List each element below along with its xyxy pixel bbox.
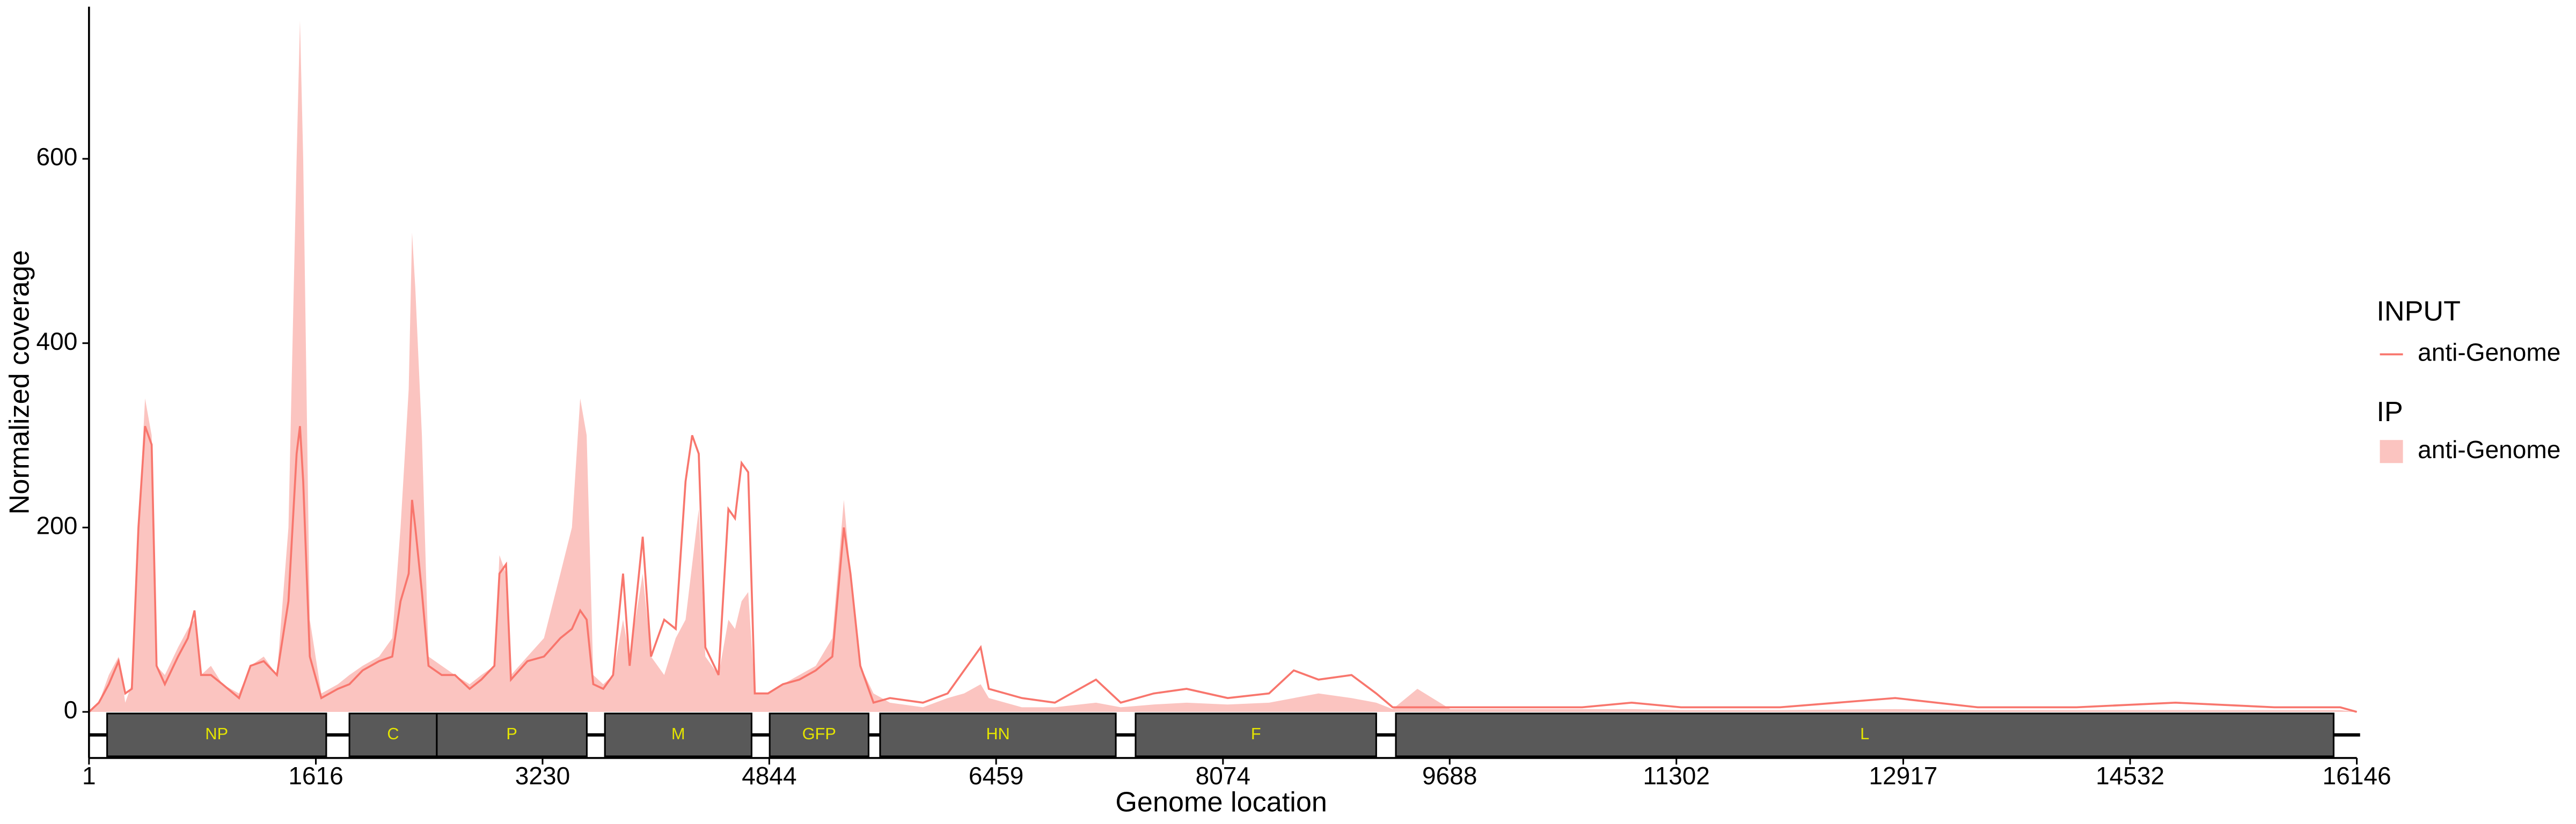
x-tick-label: 3230 xyxy=(515,762,570,790)
x-tick-label: 1 xyxy=(82,762,96,790)
gene-box xyxy=(879,712,1117,757)
gene-box xyxy=(436,712,588,757)
x-tick-label: 14532 xyxy=(2096,762,2164,790)
x-tick-label: 16146 xyxy=(2323,762,2391,790)
gene-label: HN xyxy=(986,724,1009,743)
x-tick-label: 4844 xyxy=(742,762,796,790)
x-tick-label: 12917 xyxy=(1869,762,1937,790)
legend-key xyxy=(2380,440,2403,464)
gene-label: L xyxy=(1860,724,1869,743)
legend-title: INPUT xyxy=(2376,296,2461,327)
gene-box xyxy=(106,712,327,757)
coverage-line xyxy=(88,425,2358,713)
y-tick-label: 400 xyxy=(36,327,78,355)
legend-title: IP xyxy=(2376,396,2403,428)
gene-box xyxy=(1135,712,1377,757)
y-tick-label: 0 xyxy=(64,696,78,724)
x-tick-label: 8074 xyxy=(1196,762,1250,790)
y-axis-title: Normalized coverage xyxy=(4,250,35,514)
legend-label: anti-Genome xyxy=(2418,339,2560,366)
y-tick-label: 600 xyxy=(36,143,78,171)
gene-box xyxy=(604,712,752,757)
gene-box xyxy=(769,712,870,757)
y-tick-label: 200 xyxy=(36,512,78,540)
gene-label: C xyxy=(387,724,399,743)
gene-label: GFP xyxy=(802,724,836,743)
x-tick-label: 11302 xyxy=(1643,762,1710,790)
gene-label: P xyxy=(506,724,517,743)
gene-label: F xyxy=(1251,724,1261,743)
gene-label: NP xyxy=(205,724,228,743)
x-tick-label: 1616 xyxy=(288,762,343,790)
x-tick-label: 6459 xyxy=(969,762,1023,790)
coverage-area xyxy=(89,20,2357,712)
gene-label: M xyxy=(671,724,685,743)
gene-box xyxy=(1395,712,2334,757)
legend-label: anti-Genome xyxy=(2418,436,2560,464)
x-axis-title: Genome location xyxy=(1115,787,1327,818)
x-tick-label: 9688 xyxy=(1422,762,1477,790)
